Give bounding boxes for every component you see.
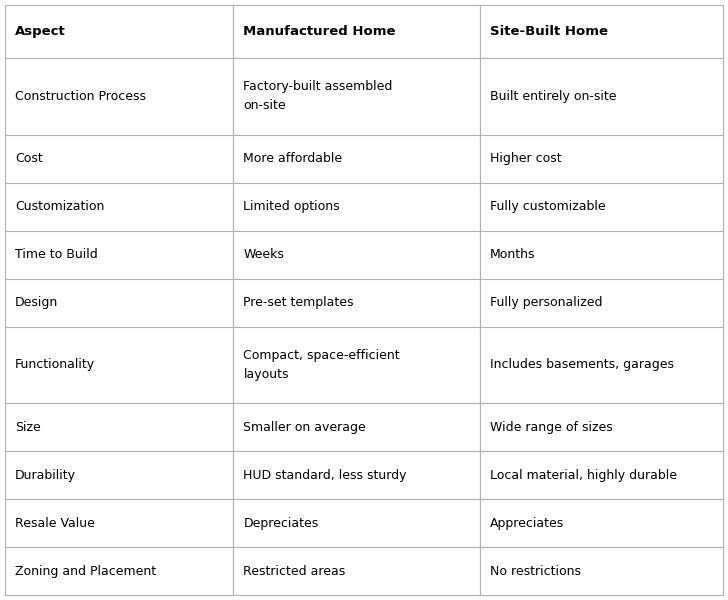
Bar: [234, 230, 480, 278]
Text: Customization: Customization: [15, 200, 104, 213]
Text: Manufactured Home: Manufactured Home: [243, 25, 396, 38]
Bar: [480, 403, 723, 451]
Text: Fully personalized: Fully personalized: [490, 296, 602, 309]
Bar: [480, 58, 723, 134]
Bar: [5, 403, 234, 451]
Bar: [5, 499, 234, 547]
Text: Construction Process: Construction Process: [15, 90, 146, 103]
Text: Fully customizable: Fully customizable: [490, 200, 605, 213]
Text: Weeks: Weeks: [243, 248, 285, 261]
Bar: [480, 182, 723, 230]
Bar: [480, 326, 723, 403]
Bar: [5, 5, 234, 58]
Text: Time to Build: Time to Build: [15, 248, 98, 261]
Bar: [234, 5, 480, 58]
Text: Compact, space-efficient
layouts: Compact, space-efficient layouts: [243, 349, 400, 381]
Text: Cost: Cost: [15, 152, 43, 165]
Text: HUD standard, less sturdy: HUD standard, less sturdy: [243, 469, 407, 482]
Text: Design: Design: [15, 296, 58, 309]
Bar: [234, 326, 480, 403]
Text: Local material, highly durable: Local material, highly durable: [490, 469, 677, 482]
Bar: [480, 451, 723, 499]
Text: Factory-built assembled
on-site: Factory-built assembled on-site: [243, 80, 393, 112]
Bar: [234, 499, 480, 547]
Bar: [5, 58, 234, 134]
Text: Includes basements, garages: Includes basements, garages: [490, 358, 673, 371]
Text: Aspect: Aspect: [15, 25, 66, 38]
Bar: [480, 547, 723, 595]
Text: Restricted areas: Restricted areas: [243, 565, 346, 578]
Text: No restrictions: No restrictions: [490, 565, 581, 578]
Bar: [5, 326, 234, 403]
Text: Smaller on average: Smaller on average: [243, 421, 366, 434]
Bar: [234, 182, 480, 230]
Text: Appreciates: Appreciates: [490, 517, 564, 530]
Text: Pre-set templates: Pre-set templates: [243, 296, 354, 309]
Bar: [480, 134, 723, 182]
Bar: [5, 230, 234, 278]
Bar: [5, 278, 234, 326]
Bar: [234, 547, 480, 595]
Text: Wide range of sizes: Wide range of sizes: [490, 421, 612, 434]
Text: Functionality: Functionality: [15, 358, 95, 371]
Bar: [480, 230, 723, 278]
Bar: [234, 58, 480, 134]
Bar: [234, 451, 480, 499]
Bar: [480, 5, 723, 58]
Bar: [5, 134, 234, 182]
Text: Resale Value: Resale Value: [15, 517, 95, 530]
Bar: [5, 451, 234, 499]
Bar: [480, 499, 723, 547]
Text: Months: Months: [490, 248, 535, 261]
Text: Durability: Durability: [15, 469, 76, 482]
Text: Size: Size: [15, 421, 41, 434]
Text: More affordable: More affordable: [243, 152, 343, 165]
Bar: [5, 182, 234, 230]
Text: Zoning and Placement: Zoning and Placement: [15, 565, 156, 578]
Bar: [234, 403, 480, 451]
Bar: [480, 278, 723, 326]
Bar: [234, 134, 480, 182]
Text: Limited options: Limited options: [243, 200, 340, 213]
Bar: [5, 547, 234, 595]
Text: Site-Built Home: Site-Built Home: [490, 25, 608, 38]
Text: Built entirely on-site: Built entirely on-site: [490, 90, 616, 103]
Bar: [234, 278, 480, 326]
Text: Depreciates: Depreciates: [243, 517, 319, 530]
Text: Higher cost: Higher cost: [490, 152, 561, 165]
